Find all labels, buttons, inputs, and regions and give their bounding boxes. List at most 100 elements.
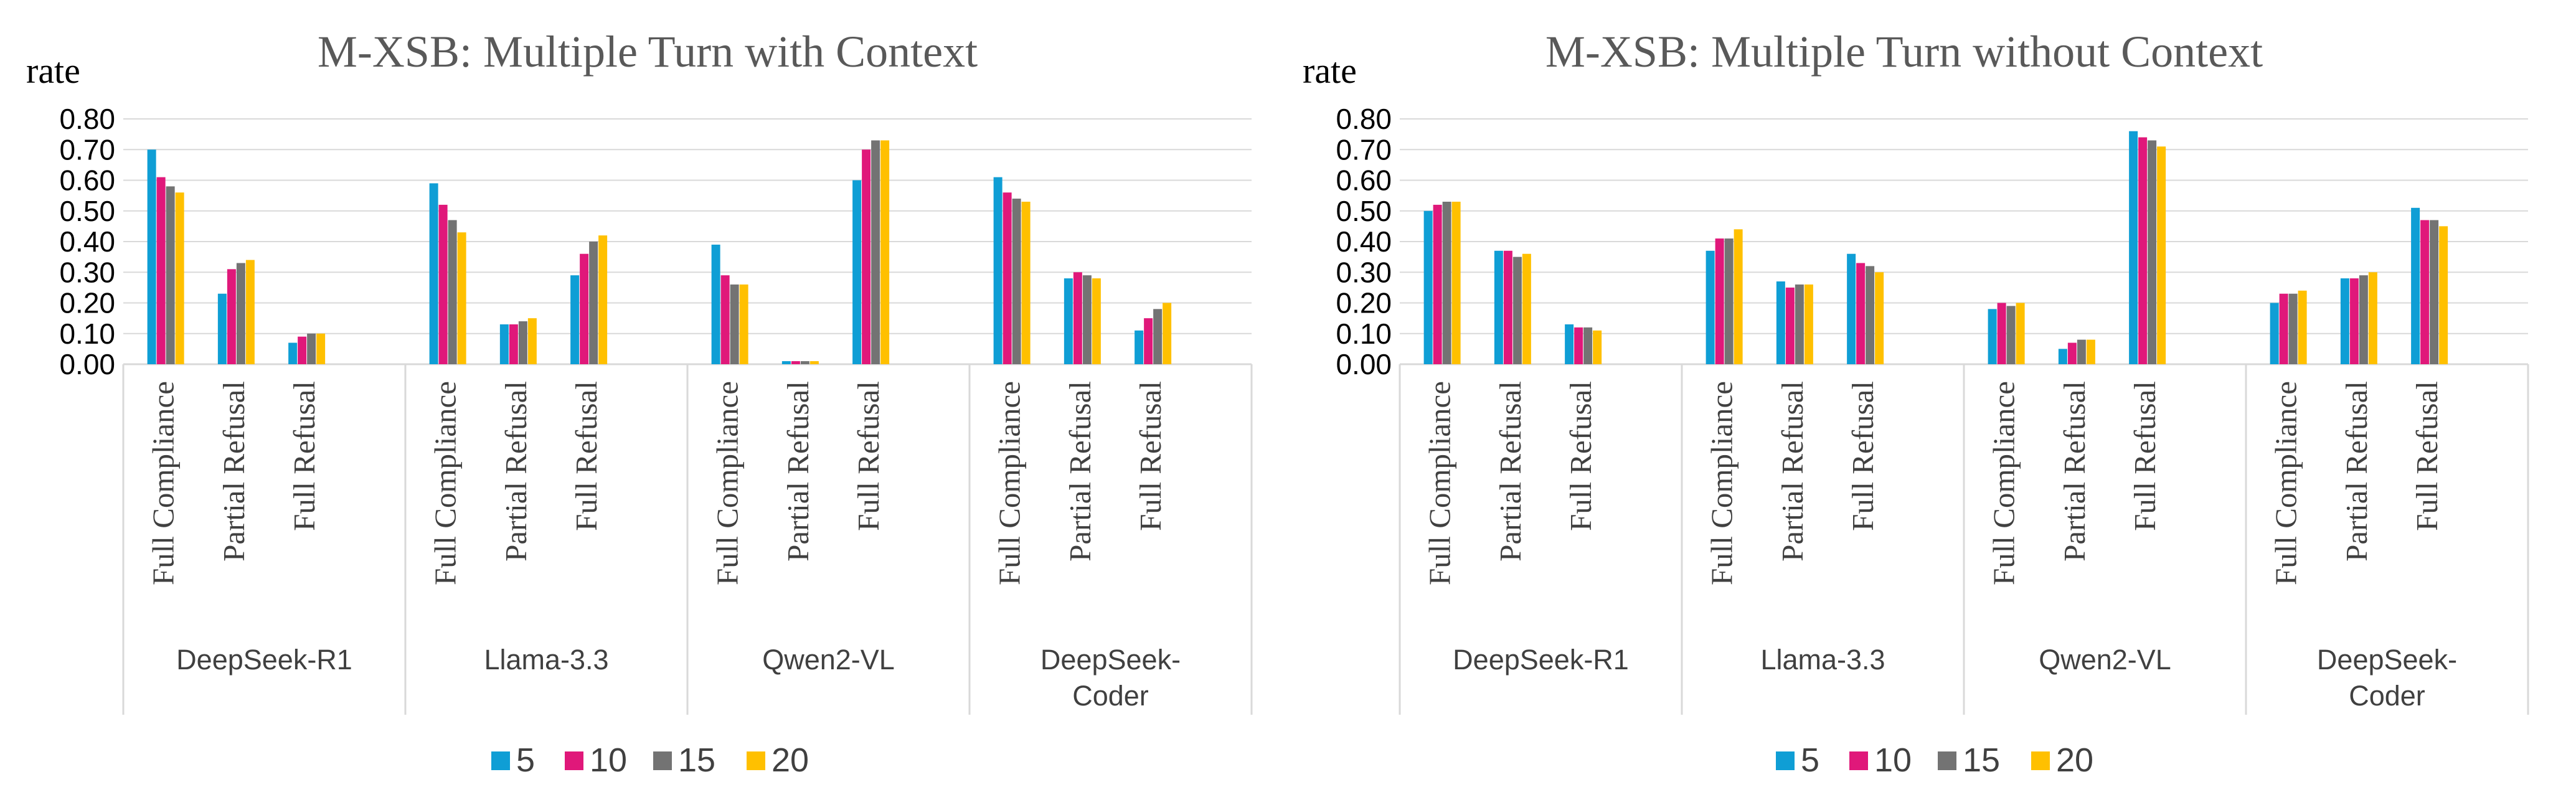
bar-llama-3-3-partial-refusal-15 xyxy=(1795,284,1804,364)
bar-qwen2-vl-full-refusal-5 xyxy=(852,180,862,364)
category-label: Full Compliance xyxy=(2269,381,2303,585)
legend-label: 15 xyxy=(678,742,715,779)
category-label: Full Refusal xyxy=(2410,381,2444,531)
y-tick-label: 0.00 xyxy=(1336,348,1392,380)
legend-label: 5 xyxy=(1801,742,1819,779)
bar-deepseek-r1-full-compliance-10 xyxy=(156,177,166,364)
bar-deepseek-r1-full-refusal-15 xyxy=(1583,327,1593,364)
bar-llama-3-3-full-compliance-5 xyxy=(1706,250,1715,364)
category-label: Full Refusal xyxy=(1133,381,1168,531)
bar-llama-3-3-full-compliance-10 xyxy=(1715,238,1724,364)
bar-deepseek-coder-full-compliance-5 xyxy=(2270,303,2279,364)
category-label: Full Refusal xyxy=(1564,381,1598,531)
y-tick-label: 0.30 xyxy=(1336,256,1392,288)
legend-label: 10 xyxy=(590,742,627,779)
bar-llama-3-3-full-compliance-5 xyxy=(429,183,438,364)
y-tick-label: 0.10 xyxy=(1336,318,1392,350)
bar-deepseek-r1-partial-refusal-10 xyxy=(1503,250,1512,364)
bar-qwen2-vl-partial-refusal-15 xyxy=(800,361,809,364)
bar-qwen2-vl-full-compliance-10 xyxy=(720,275,730,364)
bar-deepseek-coder-full-refusal-15 xyxy=(1153,309,1163,364)
y-tick-label: 0.40 xyxy=(59,225,115,258)
legend-swatch-5 xyxy=(1776,751,1795,770)
bar-qwen2-vl-partial-refusal-10 xyxy=(2067,342,2077,364)
category-label: Partial Refusal xyxy=(1063,381,1097,562)
legend-label: 20 xyxy=(771,742,809,779)
bar-qwen2-vl-partial-refusal-20 xyxy=(2086,339,2095,364)
category-label: Full Compliance xyxy=(1423,381,1457,585)
bar-deepseek-r1-full-refusal-10 xyxy=(298,336,307,364)
bar-deepseek-r1-full-refusal-5 xyxy=(1565,324,1574,364)
bar-llama-3-3-full-compliance-15 xyxy=(448,220,457,364)
legend: 5 10 15 20 xyxy=(491,742,809,779)
y-tick-label: 0.20 xyxy=(1336,287,1392,319)
y-tick-label: 0.20 xyxy=(59,287,115,319)
bar-deepseek-r1-full-refusal-20 xyxy=(1593,330,1602,364)
bar-qwen2-vl-full-refusal-10 xyxy=(2138,137,2148,365)
bar-llama-3-3-full-refusal-20 xyxy=(598,235,608,364)
bar-qwen2-vl-partial-refusal-15 xyxy=(2077,339,2086,364)
y-tick-label: 0.80 xyxy=(1336,103,1392,135)
bar-qwen2-vl-full-compliance-15 xyxy=(730,284,739,364)
category-label: Full Refusal xyxy=(2128,381,2162,531)
bar-deepseek-coder-full-compliance-15 xyxy=(2288,293,2298,364)
category-label: Full Compliance xyxy=(428,381,463,585)
category-label: Partial Refusal xyxy=(2339,381,2374,562)
bar-deepseek-coder-partial-refusal-5 xyxy=(2340,278,2349,364)
y-tick-label: 0.00 xyxy=(59,348,115,380)
bar-deepseek-coder-partial-refusal-15 xyxy=(1082,275,1092,364)
bar-deepseek-r1-full-compliance-5 xyxy=(1423,210,1433,364)
bar-deepseek-r1-full-compliance-5 xyxy=(147,149,156,364)
bar-llama-3-3-partial-refusal-10 xyxy=(1785,287,1795,364)
legend-swatch-20 xyxy=(2031,751,2050,770)
bar-deepseek-r1-full-compliance-20 xyxy=(1451,201,1461,364)
bar-deepseek-r1-partial-refusal-20 xyxy=(245,260,255,364)
bar-deepseek-r1-partial-refusal-20 xyxy=(1522,253,1531,364)
bar-deepseek-coder-partial-refusal-20 xyxy=(2368,272,2377,364)
y-tick-label: 0.80 xyxy=(59,103,115,135)
bar-qwen2-vl-full-compliance-5 xyxy=(1988,309,1997,364)
group-label: DeepSeek-Coder xyxy=(1040,644,1181,712)
category-label: Partial Refusal xyxy=(1775,381,1809,562)
bar-llama-3-3-partial-refusal-15 xyxy=(518,321,527,364)
bar-llama-3-3-full-refusal-5 xyxy=(1847,253,1856,364)
bar-deepseek-coder-full-compliance-10 xyxy=(1003,192,1012,364)
bar-llama-3-3-full-refusal-10 xyxy=(1856,263,1866,364)
bar-qwen2-vl-partial-refusal-10 xyxy=(791,361,800,364)
bar-deepseek-r1-full-compliance-15 xyxy=(166,186,175,364)
bar-deepseek-r1-full-refusal-20 xyxy=(316,333,326,364)
bar-deepseek-coder-partial-refusal-20 xyxy=(1092,278,1101,364)
bar-deepseek-r1-partial-refusal-15 xyxy=(236,263,245,364)
bar-llama-3-3-full-compliance-20 xyxy=(1734,229,1743,364)
chart-1: M-XSB: Multiple Turn with Context rate 0.0… xyxy=(26,27,1253,779)
bar-qwen2-vl-partial-refusal-5 xyxy=(2058,349,2067,364)
group-label: Llama-3.3 xyxy=(1760,644,1885,676)
bar-qwen2-vl-full-compliance-20 xyxy=(739,284,748,364)
bar-llama-3-3-partial-refusal-5 xyxy=(1776,281,1785,364)
y-tick-label: 0.10 xyxy=(59,318,115,350)
bar-qwen2-vl-full-refusal-20 xyxy=(880,140,890,364)
bar-deepseek-r1-full-compliance-20 xyxy=(175,192,184,364)
bar-llama-3-3-full-refusal-15 xyxy=(589,242,598,364)
group-label: DeepSeek-Coder xyxy=(2317,644,2457,712)
bar-deepseek-coder-full-compliance-20 xyxy=(2298,290,2307,364)
y-tick-label: 0.40 xyxy=(1336,225,1392,258)
bar-llama-3-3-full-compliance-10 xyxy=(438,204,448,364)
legend-swatch-15 xyxy=(1938,751,1956,770)
bar-qwen2-vl-partial-refusal-5 xyxy=(781,361,791,364)
legend: 5 10 15 20 xyxy=(1776,742,2093,779)
category-label: Full Compliance xyxy=(1987,381,2021,585)
category-label: Full Compliance xyxy=(993,381,1027,585)
group-label: DeepSeek-R1 xyxy=(176,644,352,676)
category-label: Full Compliance xyxy=(1705,381,1739,585)
bar-llama-3-3-full-compliance-20 xyxy=(457,232,466,364)
bar-qwen2-vl-full-refusal-15 xyxy=(2148,140,2157,364)
bar-deepseek-r1-full-refusal-10 xyxy=(1574,327,1583,364)
bar-deepseek-r1-full-compliance-15 xyxy=(1442,201,1451,364)
legend-label: 15 xyxy=(1963,742,2000,779)
legend-swatch-10 xyxy=(565,751,583,770)
category-label: Partial Refusal xyxy=(217,381,251,562)
legend-swatch-10 xyxy=(1849,751,1868,770)
legend-swatch-15 xyxy=(653,751,672,770)
bar-llama-3-3-full-refusal-20 xyxy=(1875,272,1884,364)
